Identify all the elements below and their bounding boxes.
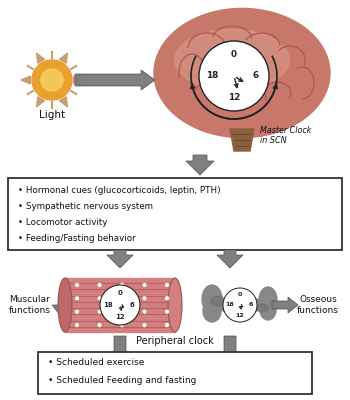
Text: 18: 18 bbox=[103, 302, 112, 308]
Circle shape bbox=[97, 309, 102, 314]
Circle shape bbox=[164, 322, 169, 328]
Circle shape bbox=[97, 296, 102, 301]
Circle shape bbox=[223, 288, 257, 322]
FancyArrow shape bbox=[75, 70, 155, 90]
Circle shape bbox=[41, 69, 63, 91]
Circle shape bbox=[164, 309, 169, 314]
Polygon shape bbox=[36, 97, 44, 107]
Circle shape bbox=[119, 296, 125, 301]
Ellipse shape bbox=[58, 278, 72, 332]
Circle shape bbox=[75, 282, 79, 288]
Polygon shape bbox=[60, 97, 68, 107]
Text: • Feeding/Fasting behavior: • Feeding/Fasting behavior bbox=[18, 234, 136, 243]
Polygon shape bbox=[230, 129, 254, 151]
Text: 0: 0 bbox=[118, 290, 122, 296]
Ellipse shape bbox=[203, 300, 221, 322]
Circle shape bbox=[97, 322, 102, 328]
Text: • Sympathetic nervous system: • Sympathetic nervous system bbox=[18, 202, 153, 211]
Ellipse shape bbox=[154, 8, 330, 138]
Circle shape bbox=[75, 322, 79, 328]
Circle shape bbox=[142, 282, 147, 288]
Circle shape bbox=[164, 296, 169, 301]
Text: Light: Light bbox=[39, 110, 65, 120]
FancyArrow shape bbox=[186, 155, 214, 175]
Ellipse shape bbox=[230, 303, 250, 311]
Circle shape bbox=[142, 309, 147, 314]
Text: Muscular
functions: Muscular functions bbox=[9, 295, 51, 315]
Text: Osseous
functions: Osseous functions bbox=[297, 295, 339, 315]
Ellipse shape bbox=[202, 285, 222, 313]
Text: • Scheduled exercise: • Scheduled exercise bbox=[48, 358, 144, 367]
Bar bbox=[65, 278, 175, 332]
FancyArrow shape bbox=[272, 297, 298, 313]
Polygon shape bbox=[74, 76, 83, 84]
Circle shape bbox=[75, 296, 79, 301]
Text: 12: 12 bbox=[236, 313, 244, 318]
Ellipse shape bbox=[215, 297, 265, 313]
Ellipse shape bbox=[175, 29, 289, 91]
Ellipse shape bbox=[256, 304, 268, 312]
FancyArrow shape bbox=[217, 336, 243, 374]
Text: • Locomotor activity: • Locomotor activity bbox=[18, 218, 107, 227]
Polygon shape bbox=[21, 76, 30, 84]
Text: 12: 12 bbox=[115, 314, 125, 320]
Circle shape bbox=[119, 309, 125, 314]
Text: 18: 18 bbox=[225, 302, 234, 308]
Text: 6: 6 bbox=[248, 302, 253, 308]
Text: 0: 0 bbox=[238, 292, 242, 297]
Circle shape bbox=[32, 60, 72, 100]
Circle shape bbox=[100, 285, 140, 325]
Text: Peripheral clock: Peripheral clock bbox=[136, 336, 214, 346]
Circle shape bbox=[199, 41, 269, 111]
FancyArrow shape bbox=[107, 250, 133, 268]
Ellipse shape bbox=[168, 278, 182, 332]
Text: Master Clock
in SCN: Master Clock in SCN bbox=[260, 126, 312, 146]
Circle shape bbox=[119, 322, 125, 328]
Circle shape bbox=[142, 322, 147, 328]
FancyArrow shape bbox=[217, 250, 243, 268]
Circle shape bbox=[75, 309, 79, 314]
Text: 18: 18 bbox=[206, 72, 218, 80]
FancyArrow shape bbox=[107, 336, 133, 374]
FancyBboxPatch shape bbox=[8, 178, 342, 250]
Text: • Scheduled Feeding and fasting: • Scheduled Feeding and fasting bbox=[48, 376, 196, 385]
Circle shape bbox=[97, 282, 102, 288]
Circle shape bbox=[142, 296, 147, 301]
Text: • Hormonal cues (glucocorticoids, leptin, PTH): • Hormonal cues (glucocorticoids, leptin… bbox=[18, 186, 220, 195]
FancyBboxPatch shape bbox=[38, 352, 312, 394]
Text: 0: 0 bbox=[231, 50, 237, 59]
FancyArrow shape bbox=[52, 305, 68, 315]
Circle shape bbox=[164, 282, 169, 288]
Ellipse shape bbox=[259, 287, 277, 313]
Text: 12: 12 bbox=[228, 93, 240, 102]
Text: 6: 6 bbox=[253, 72, 259, 80]
Text: 6: 6 bbox=[130, 302, 135, 308]
Circle shape bbox=[119, 282, 125, 288]
Ellipse shape bbox=[260, 300, 276, 320]
Polygon shape bbox=[60, 53, 68, 63]
Polygon shape bbox=[36, 53, 44, 63]
Ellipse shape bbox=[211, 296, 225, 306]
